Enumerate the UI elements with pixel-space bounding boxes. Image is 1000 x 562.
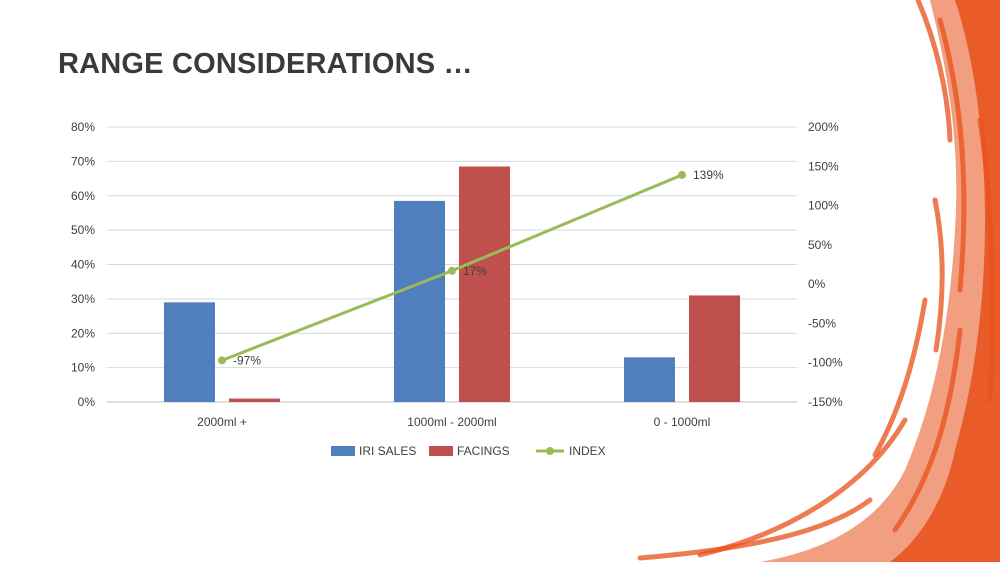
index-point: [448, 266, 456, 275]
category-label: 0 - 1000ml: [654, 415, 711, 429]
legend-label: FACINGS: [457, 444, 510, 458]
right-axis-tick-label: 50%: [808, 238, 832, 252]
category-label: 1000ml - 2000ml: [407, 415, 496, 429]
bar-iri-sales: [394, 200, 445, 402]
legend-label: INDEX: [569, 444, 606, 458]
brush-streak: [977, 117, 995, 403]
brush-streak: [915, 0, 953, 143]
right-axis-tick-label: 200%: [808, 120, 839, 134]
index-data-label: -97%: [233, 353, 261, 367]
bar-iri-sales: [164, 302, 215, 402]
brush-streak: [892, 327, 963, 533]
legend-label: IRI SALES: [359, 444, 416, 458]
gridlines: [107, 126, 797, 403]
left-axis-tick-label: 70%: [71, 154, 95, 168]
index-point: [218, 356, 226, 365]
brush-stroke: [890, 0, 1000, 562]
right-axis-tick-label: -50%: [808, 316, 836, 330]
legend-swatch: [429, 446, 453, 456]
left-axis-tick-label: 20%: [71, 326, 95, 340]
left-axis-ticks: 0% 10% 20% 30% 40% 50% 60% 70% 80%: [71, 120, 95, 409]
right-axis-tick-label: -150%: [808, 395, 843, 409]
left-axis-tick-label: 10%: [71, 361, 95, 375]
left-axis-tick-label: 60%: [71, 189, 95, 203]
index-data-label: 139%: [693, 168, 724, 182]
left-axis-tick-label: 50%: [71, 223, 95, 237]
legend: IRI SALES FACINGS INDEX: [331, 444, 606, 458]
brush-streak: [872, 297, 928, 458]
index-data-label: 17%: [463, 264, 487, 278]
index-point: [678, 170, 686, 179]
right-axis-tick-label: 0%: [808, 277, 826, 291]
brush-streak: [932, 197, 945, 353]
slide-title: RANGE CONSIDERATIONS …: [58, 48, 473, 80]
brush-stroke: [760, 0, 1000, 562]
category-label: 2000ml +: [197, 415, 247, 429]
index-line: -97% 17% 139%: [218, 168, 724, 367]
bars: [164, 166, 740, 402]
left-axis-tick-label: 0%: [78, 395, 96, 409]
legend-marker: [546, 447, 554, 455]
right-axis-tick-label: -100%: [808, 356, 843, 370]
legend-swatch: [331, 446, 355, 456]
category-labels: 2000ml + 1000ml - 2000ml 0 - 1000ml: [197, 415, 710, 429]
bar-facings: [229, 398, 280, 402]
bar-iri-sales: [624, 357, 675, 402]
brush-streak: [637, 497, 873, 561]
left-axis-tick-label: 80%: [71, 120, 95, 134]
left-axis-tick-label: 40%: [71, 258, 95, 272]
left-axis-tick-label: 30%: [71, 292, 95, 306]
bar-facings: [689, 295, 740, 402]
right-axis-tick-label: 150%: [808, 159, 839, 173]
brush-streak: [937, 17, 967, 293]
bar-facings: [459, 166, 510, 402]
right-axis-tick-label: 100%: [808, 199, 839, 213]
right-axis-ticks: -150% -100% -50% 0% 50% 100% 150% 200%: [808, 120, 843, 409]
